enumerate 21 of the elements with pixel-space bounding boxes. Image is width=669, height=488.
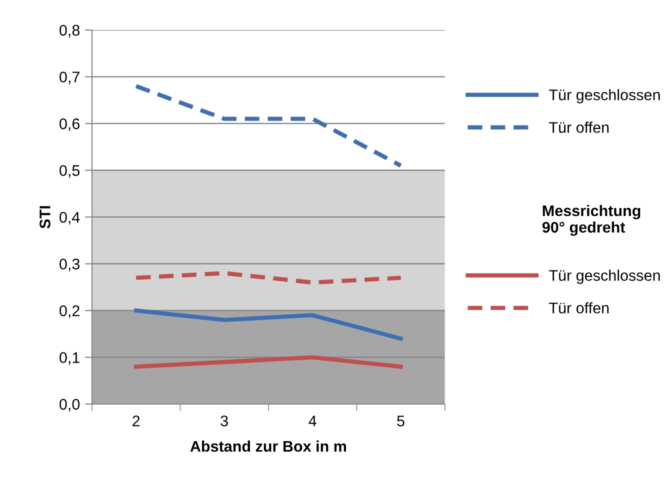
y-tick-label: 0,3	[60, 258, 80, 272]
y-tick-label: 0,5	[60, 165, 80, 178]
x-tick-label: 5	[397, 416, 404, 426]
y-tick-label: 0,6	[60, 118, 80, 132]
y-axis-title: STI	[40, 206, 50, 228]
legend-label: Tür geschlossen	[549, 270, 660, 284]
y-tick-label: 0,2	[60, 305, 80, 318]
x-axis-title: Abstand zur Box in m	[190, 440, 346, 452]
x-tick-label: 3	[220, 416, 228, 426]
x-tick-label: 2	[132, 416, 140, 426]
legend-label: Tür geschlossen	[549, 89, 660, 104]
y-tick-label: 0,1	[60, 352, 80, 365]
line-series	[134, 308, 403, 341]
legend-label: Tür offen	[549, 302, 609, 314]
text: Messrichtung 90° gedreht	[542, 204, 640, 236]
y-tick-label: 0,8	[60, 24, 80, 38]
y-tick-label: 0,4	[60, 212, 80, 225]
x-tick-label: 4	[308, 416, 316, 426]
y-tick-label: 0,7	[60, 72, 80, 84]
y-tick-label: 0,0	[60, 398, 80, 412]
legend-label: Tür offen	[549, 122, 609, 133]
